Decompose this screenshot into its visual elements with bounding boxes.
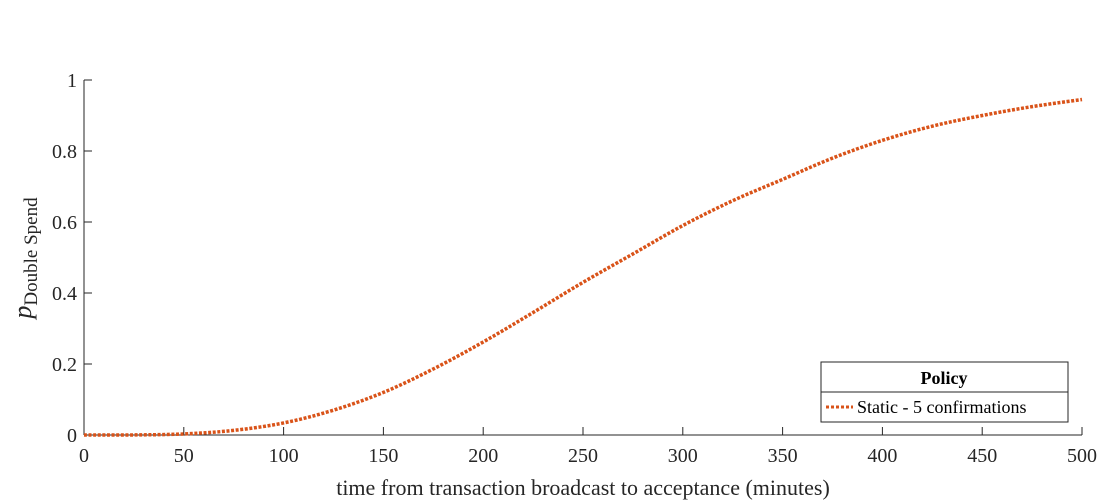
x-tick-label: 250 xyxy=(568,445,598,467)
y-axis-label: pDouble Spend xyxy=(8,197,42,321)
x-tick-label: 100 xyxy=(269,445,299,467)
x-axis-ticks: 0 50 100 150 200 250 300 350 400 450 500 xyxy=(79,427,1097,467)
x-tick-label: 500 xyxy=(1067,445,1097,467)
legend-entry-label: Static - 5 confirmations xyxy=(857,397,1026,417)
x-tick-label: 450 xyxy=(967,445,997,467)
legend-title-box xyxy=(820,361,1069,393)
y-axis-label-main: p xyxy=(8,306,37,321)
y-tick-label: 0.6 xyxy=(52,212,77,234)
y-tick-label: 0 xyxy=(67,425,77,447)
y-axis-ticks: 0 0.2 0.4 0.6 0.8 1 xyxy=(52,70,92,447)
plot-lines xyxy=(83,97,1083,437)
legend-title: Policy xyxy=(921,368,968,388)
x-tick-label: 350 xyxy=(768,445,798,467)
series-line-0 xyxy=(83,97,1083,437)
legend: Policy Static - 5 confirmations xyxy=(820,361,1069,423)
x-axis-label: time from transaction broadcast to accep… xyxy=(336,475,830,500)
y-tick-label: 0.4 xyxy=(52,283,77,305)
y-tick-label: 0.2 xyxy=(52,354,77,376)
x-tick-label: 400 xyxy=(867,445,897,467)
x-tick-label: 200 xyxy=(468,445,498,467)
x-tick-label: 50 xyxy=(174,445,194,467)
x-tick-label: 150 xyxy=(368,445,398,467)
x-tick-label: 0 xyxy=(79,445,89,467)
legend-entry-box xyxy=(820,391,1069,423)
x-tick-label: 300 xyxy=(668,445,698,467)
y-tick-label: 1 xyxy=(67,70,77,92)
y-axis-label-subscript: Double Spend xyxy=(21,197,42,306)
y-tick-label: 0.8 xyxy=(52,141,77,163)
